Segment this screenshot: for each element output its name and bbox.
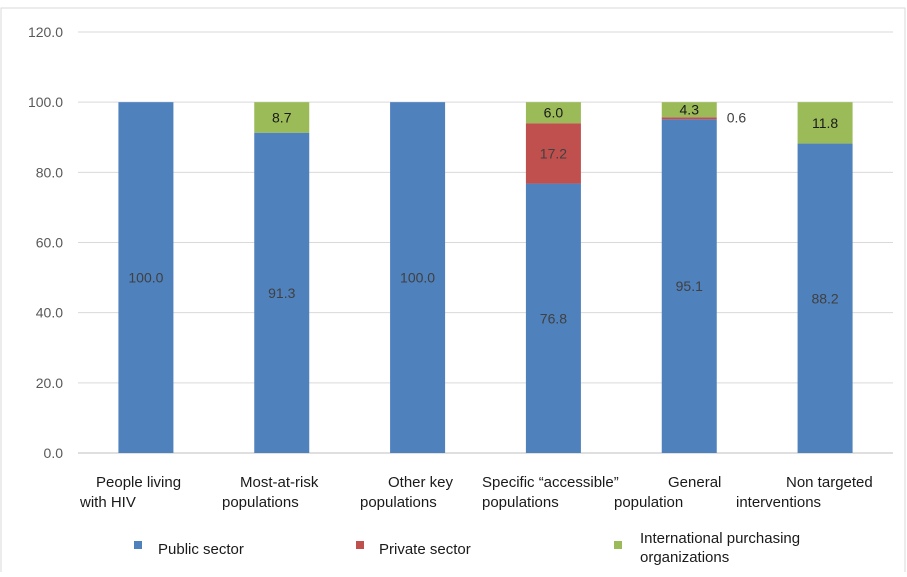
data-label: 100.0 — [128, 270, 163, 286]
bar-segment — [525, 102, 581, 124]
bar-segment — [254, 132, 310, 454]
bar-segment — [797, 143, 853, 453]
legend: Public sector Private sector International… — [134, 530, 800, 566]
data-label: 6.0 — [544, 105, 564, 121]
x-tick-label: population — [614, 494, 683, 511]
bar-segment — [390, 102, 446, 454]
x-tick-label: Most-at-risk — [240, 474, 319, 491]
x-tick-label: populations — [360, 494, 437, 511]
bar-segment — [525, 123, 581, 184]
legend-marker — [356, 541, 364, 549]
data-label: 91.3 — [268, 285, 295, 301]
data-label: 11.8 — [812, 115, 838, 131]
y-tick-label: 80.0 — [36, 164, 63, 180]
legend-label: organizations — [640, 549, 729, 566]
data-label: 76.8 — [540, 310, 567, 326]
bars: 100.0 91.3 8.7 100.0 76.8 17.2 6.0 95.1 0.6 4.3 88… — [118, 102, 853, 454]
data-label: 17.2 — [540, 145, 567, 161]
bar-segment — [661, 117, 717, 120]
y-tick-label: 60.0 — [36, 235, 63, 251]
legend-marker — [614, 541, 622, 549]
bar-segment — [661, 119, 717, 454]
x-tick-label: populations — [482, 494, 559, 511]
x-axis: People living with HIV Most-at-risk populat… — [79, 474, 873, 511]
data-label: 4.3 — [680, 102, 700, 118]
y-tick-label: 20.0 — [36, 375, 63, 391]
x-tick-label: Non targeted — [786, 474, 873, 491]
x-tick-label: with HIV — [79, 494, 136, 511]
x-tick-label: Other key — [388, 474, 454, 491]
data-label: 0.6 — [727, 109, 747, 125]
legend-marker — [134, 541, 142, 549]
x-tick-label: interventions — [736, 494, 821, 511]
data-label: 88.2 — [811, 290, 838, 306]
bar-segment — [661, 102, 717, 118]
data-label: 8.7 — [272, 109, 292, 125]
bar-segment — [254, 102, 310, 133]
legend-label: Private sector — [379, 541, 471, 558]
bar-segment — [118, 102, 174, 454]
y-tick-label: 0.0 — [44, 445, 64, 461]
x-tick-label: General — [668, 474, 721, 491]
bar-segment — [797, 102, 853, 144]
data-label: 95.1 — [676, 278, 703, 294]
x-tick-label: populations — [222, 494, 299, 511]
bar-segment — [525, 183, 581, 453]
y-tick-label: 40.0 — [36, 305, 63, 321]
data-label: 100.0 — [400, 270, 435, 286]
legend-label: International purchasing — [640, 530, 800, 547]
y-tick-label: 120.0 — [28, 24, 63, 40]
y-axis: 0.0 20.0 40.0 60.0 80.0 100.0 120.0 — [28, 24, 63, 461]
x-tick-label: People living — [96, 474, 181, 491]
y-tick-label: 100.0 — [28, 94, 63, 110]
gridlines — [78, 31, 893, 454]
legend-label: Public sector — [158, 541, 244, 558]
x-tick-label: Specific “accessible” — [482, 474, 619, 491]
